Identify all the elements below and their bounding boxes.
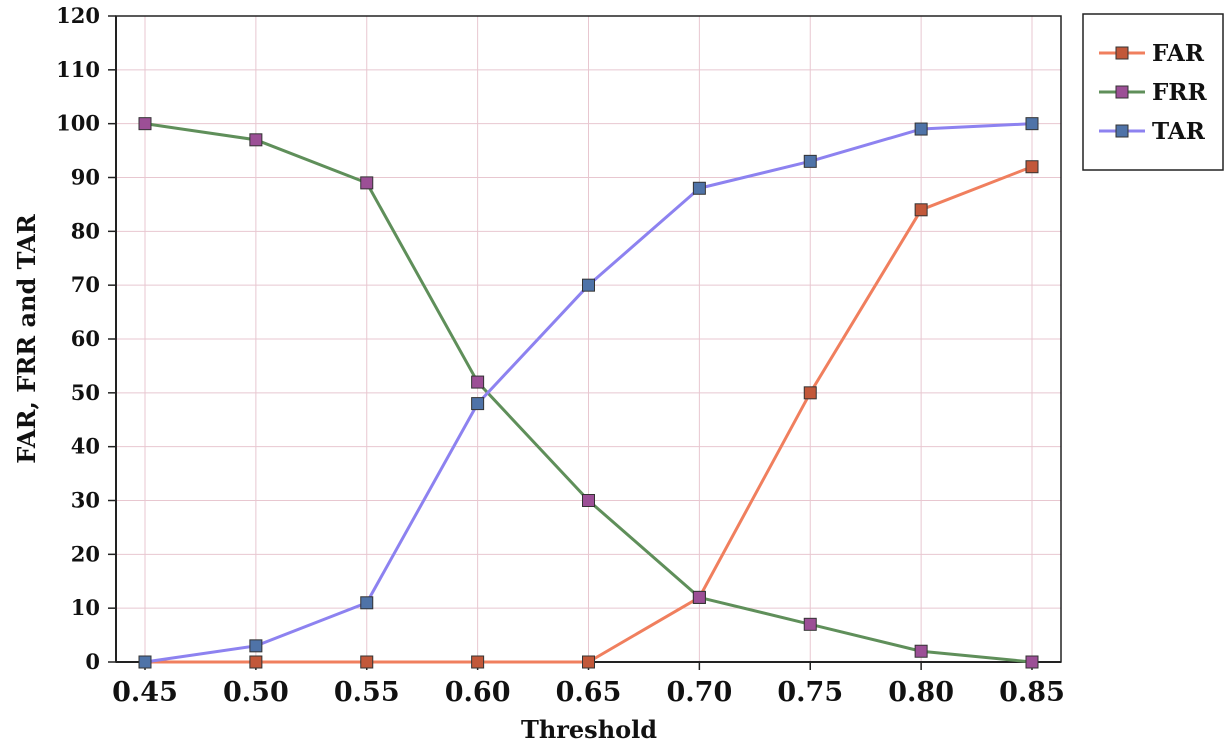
frr-point [471, 375, 485, 389]
y-tick-label: 120 [56, 3, 100, 28]
y-tick-label: 90 [71, 165, 100, 190]
y-tick-label: 60 [71, 326, 100, 351]
frr-point [582, 494, 595, 507]
frr-point [692, 590, 706, 604]
tar-point [249, 639, 263, 653]
far-point [582, 655, 595, 669]
y-tick-label: 10 [71, 595, 100, 620]
y-tick-label: 40 [71, 434, 100, 459]
legend-label-tar: TAR [1152, 118, 1206, 145]
legend-marker-far [1115, 46, 1129, 60]
tar-point [360, 596, 374, 610]
x-tick-label: 0.50 [223, 677, 289, 708]
far-point [1025, 160, 1039, 174]
frr-series [138, 117, 1039, 669]
far-point [471, 655, 485, 669]
legend: FAR FRR TAR [1082, 13, 1224, 171]
y-tick-label: 110 [56, 57, 100, 82]
legend-label-frr: FRR [1152, 79, 1207, 106]
series [138, 117, 1039, 669]
tar-point [803, 154, 817, 168]
x-tick-label: 0.60 [445, 677, 511, 708]
frr-point [1025, 655, 1039, 669]
y-tick-label: 80 [71, 218, 100, 243]
y-axis-title: FAR, FRR and TAR [12, 213, 41, 464]
tar-point [914, 122, 928, 136]
far-point [914, 203, 928, 217]
legend-entry-frr: FRR [1099, 79, 1207, 106]
frr-point [138, 117, 152, 131]
x-tick-label: 0.70 [666, 677, 732, 708]
legend-entry-tar: TAR [1099, 118, 1206, 145]
tar-point [138, 655, 152, 669]
y-tick-label: 0 [85, 649, 100, 674]
far-point [360, 655, 374, 669]
tar-series [138, 117, 1039, 669]
tar-point [692, 181, 706, 195]
frr-point [249, 133, 263, 147]
x-axis-title: Threshold [521, 715, 657, 744]
far-point [249, 655, 263, 669]
tar-point [471, 397, 485, 411]
x-tick-label: 0.85 [999, 677, 1065, 708]
y-tick-label: 30 [71, 488, 100, 513]
x-tick-label: 0.55 [334, 677, 400, 708]
far-point [803, 386, 817, 400]
legend-marker-tar [1115, 124, 1129, 138]
frr-point [360, 176, 374, 190]
tar-point [1025, 117, 1039, 131]
x-tick-label: 0.80 [888, 677, 954, 708]
legend-marker-frr [1115, 85, 1129, 99]
tar-point [582, 278, 595, 292]
frr-point [914, 644, 928, 658]
legend-entry-far: FAR [1099, 40, 1205, 67]
legend-label-far: FAR [1152, 40, 1205, 67]
y-tick-label: 50 [71, 380, 100, 405]
x-tick-label: 0.45 [112, 677, 178, 708]
y-tick-label: 20 [71, 541, 100, 566]
grid [116, 15, 1061, 663]
frr-point [803, 617, 817, 631]
y-tick-label: 70 [71, 272, 100, 297]
x-tick-label: 0.75 [777, 677, 843, 708]
x-tick-label: 0.65 [556, 677, 622, 708]
y-tick-label: 100 [56, 111, 100, 136]
ticks: 0.45 0.50 0.55 0.60 0.65 0.70 0.75 0.80 0.85 0 10 2… [56, 3, 1065, 708]
